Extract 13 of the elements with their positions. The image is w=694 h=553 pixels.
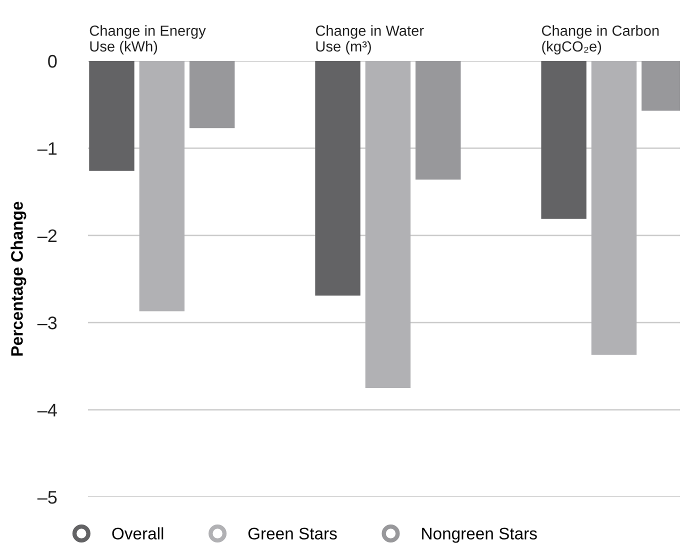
legend-label: Green Stars <box>248 528 337 540</box>
y-tick-label: –3 <box>37 316 57 330</box>
y-axis-title: Percentage Change <box>10 202 26 356</box>
legend-label: Nongreen Stars <box>422 528 537 543</box>
x-tick-label: Change in Carbon (kgCO₂e) <box>542 25 659 54</box>
legend-label: Overall <box>112 527 164 540</box>
x-tick-label: Change in Energy Use (kWh) <box>90 25 206 54</box>
y-tick-label: –5 <box>37 491 57 504</box>
x-tick-label: Change in Water Use (m³) <box>316 25 424 54</box>
y-tick-label: –2 <box>37 229 57 242</box>
y-tick-label: –1 <box>37 142 57 155</box>
y-tick-label: –4 <box>37 404 57 416</box>
y-tick-label: 0 <box>48 54 57 68</box>
